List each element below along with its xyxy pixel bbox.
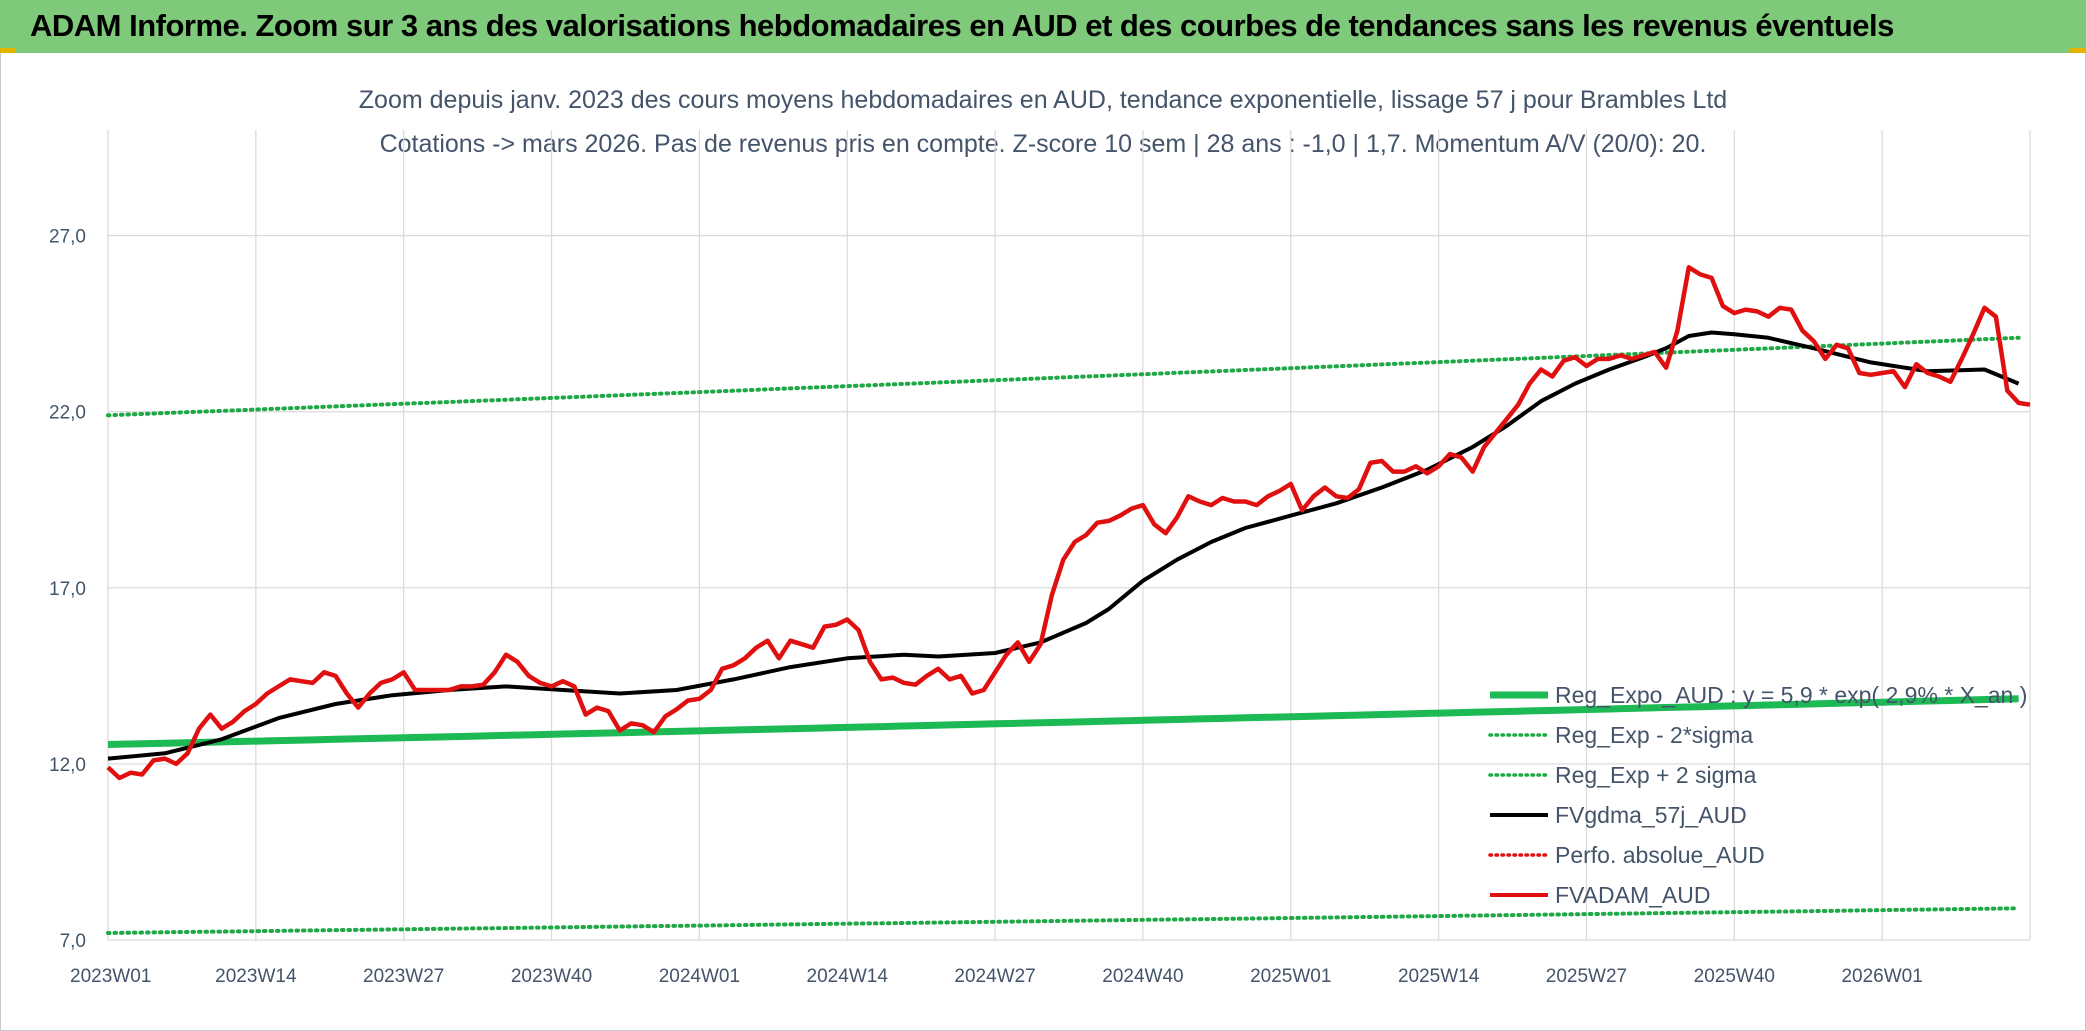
x-tick-label: 2025W27 — [1546, 966, 1627, 987]
x-tick-label: 2024W01 — [659, 966, 740, 987]
y-tick-label: 27,0 — [49, 227, 86, 248]
x-tick-label: 2024W27 — [954, 966, 1035, 987]
y-tick-label: 12,0 — [49, 755, 86, 776]
chart-title-line1: Zoom depuis janv. 2023 des cours moyens … — [359, 86, 1727, 114]
chart-title-line2: Cotations -> mars 2026. Pas de revenus p… — [380, 130, 1707, 158]
x-tick-label: 2024W40 — [1102, 966, 1183, 987]
x-tick-label: 2023W40 — [511, 966, 592, 987]
legend-label: Reg_Expo_AUD : y = 5,9 * exp( 2,9% * X_a… — [1555, 682, 2027, 708]
legend-label: Reg_Exp - 2*sigma — [1555, 722, 1753, 748]
y-tick-label: 22,0 — [49, 403, 86, 424]
series-line-reg-expo — [107, 695, 2019, 748]
series-line-reg-minus-2sigma — [106, 906, 2021, 935]
legend-label: FVADAM_AUD — [1555, 882, 1711, 908]
series-line-fvadam — [106, 265, 2031, 781]
x-tick-label: 2024W14 — [807, 966, 889, 987]
x-tick-label: 2023W14 — [215, 966, 297, 987]
x-tick-label: 2023W01 — [70, 966, 151, 987]
header-bar: ADAM Informe. Zoom sur 3 ans des valoris… — [0, 0, 2086, 53]
x-tick-label: 2025W40 — [1694, 966, 1775, 987]
series-lines — [106, 265, 2031, 935]
y-tick-label: 7,0 — [60, 931, 86, 952]
y-axis-ticks: 7,0 12,0 17,0 22,0 27,0 — [49, 227, 86, 952]
series-line-reg-plus-2sigma — [106, 335, 2021, 418]
x-tick-label: 2025W14 — [1398, 966, 1480, 987]
legend: Reg_Expo_AUD : y = 5,9 * exp( 2,9% * X_a… — [1488, 682, 2027, 908]
x-tick-label: 2026W01 — [1841, 966, 1922, 987]
x-tick-label: 2023W27 — [363, 966, 444, 987]
legend-label: Perfo. absolue_AUD — [1555, 842, 1765, 868]
x-axis-ticks: 2023W01 2023W14 2023W27 2023W40 2024W01 2024W… — [70, 966, 1923, 987]
header-accent-right — [2070, 48, 2086, 53]
page-title: ADAM Informe. Zoom sur 3 ans des valoris… — [30, 8, 1894, 43]
legend-label: FVgdma_57j_AUD — [1555, 802, 1747, 828]
header-accent-left — [0, 48, 16, 53]
y-tick-label: 17,0 — [49, 579, 86, 600]
legend-label: Reg_Exp + 2 sigma — [1555, 762, 1757, 788]
x-tick-label: 2025W01 — [1250, 966, 1331, 987]
gridlines — [107, 130, 2031, 941]
series-line-fvgdma — [107, 330, 2020, 761]
